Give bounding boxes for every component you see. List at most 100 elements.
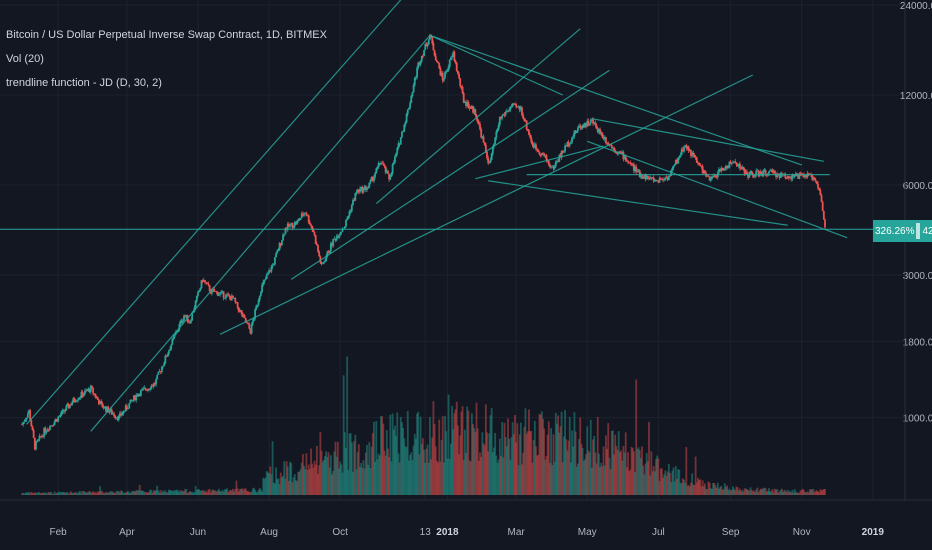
volume-bar xyxy=(665,475,668,495)
volume-bar xyxy=(734,490,737,495)
trendline xyxy=(429,34,564,96)
volume-bar xyxy=(120,490,122,495)
candle-body xyxy=(709,178,712,181)
candle-body xyxy=(652,177,655,182)
candle-body xyxy=(533,144,536,148)
volume-bar xyxy=(657,458,660,495)
volume-bar xyxy=(678,469,681,495)
candle-body xyxy=(466,102,469,106)
volume-bar xyxy=(47,491,50,495)
candle-body xyxy=(195,295,198,301)
y-tick-label: 12000.0 xyxy=(900,91,932,102)
volume-bar xyxy=(247,490,249,495)
volume-bar xyxy=(403,438,406,495)
candle-body xyxy=(517,106,520,107)
volume-bar xyxy=(328,467,331,495)
candle-body xyxy=(594,122,597,126)
candle-body xyxy=(43,428,46,437)
candle-body xyxy=(793,176,796,177)
candle-body xyxy=(522,114,525,119)
volume-bar xyxy=(417,411,420,495)
candle-body xyxy=(315,243,318,246)
candle-body xyxy=(784,174,787,179)
candle-body xyxy=(417,62,420,68)
volume-bar xyxy=(121,490,124,495)
candle-body xyxy=(665,177,668,179)
volume-bar xyxy=(489,415,492,495)
volume-bar xyxy=(704,483,706,495)
candle-body xyxy=(406,109,409,114)
volume-bar xyxy=(230,490,233,495)
volume-bar xyxy=(820,490,823,495)
volume-bar xyxy=(793,489,796,495)
volume-bar xyxy=(183,491,185,495)
candle-body xyxy=(502,114,505,116)
candle-body xyxy=(143,387,146,389)
volume-bar xyxy=(677,469,680,495)
candle-body xyxy=(137,394,140,397)
volume-bar xyxy=(804,492,807,495)
volume-bar xyxy=(772,492,775,495)
candle-body xyxy=(650,177,653,179)
volume-bar xyxy=(282,475,284,495)
volume-bar xyxy=(550,428,553,495)
volume-bar xyxy=(645,452,648,495)
candle-body xyxy=(508,109,511,112)
volume-bar xyxy=(350,442,353,495)
volume-bar xyxy=(559,426,562,495)
volume-bar xyxy=(770,491,773,495)
candle-body xyxy=(377,163,380,167)
candle-body xyxy=(390,173,393,177)
volume-bar xyxy=(607,423,610,495)
candle-body xyxy=(405,113,408,123)
candle-body xyxy=(787,176,790,179)
volume-bar xyxy=(82,491,85,495)
candle-body xyxy=(476,119,479,123)
candle-body xyxy=(38,435,41,440)
volume-bar xyxy=(786,489,789,495)
volume-bar xyxy=(336,441,339,495)
volume-bar xyxy=(304,469,307,495)
volume-bar xyxy=(711,489,713,495)
volume-bar xyxy=(707,481,710,495)
volume-bar xyxy=(747,489,749,495)
candle-body xyxy=(586,120,589,127)
candle-body xyxy=(493,143,495,147)
candle-body xyxy=(275,253,277,258)
candle-body xyxy=(249,328,252,334)
candle-body xyxy=(742,166,745,170)
volume-bar xyxy=(391,413,394,495)
volume-bar xyxy=(794,491,797,495)
candle-body xyxy=(773,170,776,174)
candle-body xyxy=(338,235,340,238)
volume-bar xyxy=(546,434,549,495)
volume-bar xyxy=(483,445,486,495)
candle-body xyxy=(370,176,373,181)
candle-body xyxy=(627,161,629,163)
volume-bar xyxy=(595,463,598,495)
volume-bar xyxy=(261,491,263,495)
volume-bar xyxy=(137,490,140,495)
candle-body xyxy=(558,155,561,162)
volume-bar xyxy=(258,487,261,495)
volume-bar xyxy=(762,487,765,495)
percent-change: 326.26% xyxy=(875,225,915,237)
candle-body xyxy=(542,153,544,154)
volume-bar xyxy=(744,488,747,495)
volume-bar xyxy=(287,481,290,495)
candle-body xyxy=(740,168,742,170)
volume-bar xyxy=(698,480,701,495)
candle-body xyxy=(497,124,500,129)
volume-bar xyxy=(70,491,72,495)
volume-bar xyxy=(542,418,544,495)
volume-bar xyxy=(271,441,274,495)
volume-bar xyxy=(687,485,690,495)
candle-body xyxy=(483,142,486,145)
volume-bar xyxy=(516,423,519,495)
volume-bar xyxy=(240,488,243,495)
candle-body xyxy=(391,164,394,174)
candle-body xyxy=(448,60,451,67)
candle-body xyxy=(343,226,346,229)
candle-body xyxy=(678,156,681,158)
